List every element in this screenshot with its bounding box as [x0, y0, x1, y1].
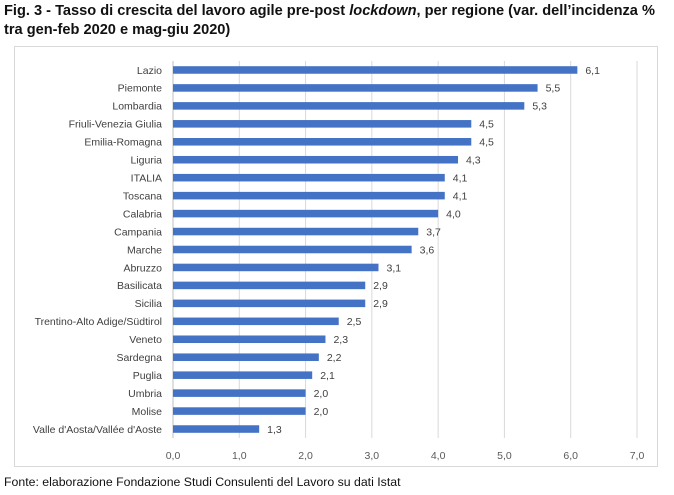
category-labels: Lazio Piemonte Lombardia Friuli-Venezia Giu…	[33, 65, 162, 436]
data-label: 1,3	[267, 424, 282, 436]
category-label: Basilicata	[117, 280, 162, 292]
data-label: 4,0	[446, 208, 461, 220]
data-label: 2,0	[314, 388, 329, 400]
category-label: Valle d'Aosta/Vallée d'Aoste	[33, 424, 162, 436]
category-label: Lazio	[137, 65, 162, 77]
data-label: 3,1	[386, 262, 401, 274]
data-label: 2,9	[373, 280, 388, 292]
data-label: 4,3	[466, 155, 481, 167]
bar	[173, 425, 260, 433]
category-label: Sicilia	[135, 298, 163, 310]
bar	[173, 407, 306, 415]
category-label: Lombardia	[112, 101, 162, 113]
x-tick-label: 3,0	[365, 450, 380, 462]
category-label: Liguria	[130, 155, 162, 167]
category-label: Piemonte	[118, 83, 163, 95]
x-tick-label: 4,0	[431, 450, 446, 462]
x-axis-tick-labels: 0,0 1,0 2,0 3,0 4,0 5,0 6,0 7,0	[166, 450, 645, 462]
category-label: Abruzzo	[123, 262, 162, 274]
data-label: 3,6	[420, 244, 435, 256]
bar	[173, 245, 412, 254]
category-label: Friuli-Venezia Giulia	[69, 119, 163, 131]
data-label: 2,5	[347, 316, 362, 328]
bar	[173, 84, 538, 92]
data-label: 2,1	[320, 370, 335, 382]
bar	[173, 353, 319, 361]
x-tick-label: 6,0	[563, 450, 578, 462]
x-tick-label: 5,0	[497, 450, 512, 462]
bar	[173, 317, 339, 326]
x-tick-label: 7,0	[630, 450, 645, 462]
category-label: ITALIA	[131, 172, 162, 184]
data-labels: 6,1 5,5 5,3 4,5 4,5 4,3 4,1 4,1 4,0 3,7 3,6 3,1 2,9 2…	[267, 65, 600, 436]
data-label: 3,7	[426, 226, 441, 238]
figure-title: Fig. 3 - Tasso di crescita del lavoro ag…	[4, 2, 670, 40]
category-label: Puglia	[133, 370, 162, 382]
bar	[173, 227, 419, 236]
bar	[173, 263, 379, 272]
data-label: 6,1	[585, 65, 600, 77]
data-label: 2,9	[373, 298, 388, 310]
category-label: Veneto	[129, 334, 162, 346]
bar	[173, 191, 445, 200]
data-label: 2,0	[314, 406, 329, 418]
data-label: 4,1	[453, 190, 468, 202]
category-label: Campania	[114, 226, 162, 238]
x-tick-label: 2,0	[298, 450, 313, 462]
category-label: Molise	[132, 406, 163, 418]
data-label: 4,5	[479, 119, 494, 131]
bar	[173, 102, 525, 110]
category-label: Marche	[127, 244, 162, 256]
data-label: 4,5	[479, 137, 494, 149]
bar	[173, 389, 306, 397]
chart-frame	[14, 46, 658, 467]
bar	[173, 155, 459, 164]
bar	[173, 371, 313, 379]
bar	[173, 209, 439, 218]
bar	[173, 173, 445, 182]
title-suffix: , per regione (var. dell’incidenza % tra…	[4, 3, 655, 38]
x-tick-label: 1,0	[232, 450, 247, 462]
category-label: Emilia-Romagna	[84, 137, 162, 149]
data-label: 5,5	[546, 83, 561, 95]
data-label: 2,2	[327, 352, 342, 364]
category-label: Calabria	[123, 208, 162, 220]
title-prefix: Fig. 3 - Tasso di crescita del lavoro ag…	[4, 3, 350, 19]
bar	[173, 299, 366, 308]
category-label: Sardegna	[116, 352, 162, 364]
bar	[173, 138, 472, 146]
x-tick-label: 0,0	[166, 450, 181, 462]
category-label: Trentino-Alto Adige/Südtirol	[35, 316, 162, 328]
data-label: 5,3	[532, 101, 547, 113]
bar	[173, 120, 472, 128]
bar	[173, 66, 578, 74]
data-label: 4,1	[453, 172, 468, 184]
category-label: Toscana	[123, 190, 162, 202]
category-label: Umbria	[128, 388, 162, 400]
bars	[173, 66, 578, 433]
source-note: Fonte: elaborazione Fondazione Studi Con…	[4, 475, 401, 489]
data-label: 2,3	[333, 334, 348, 346]
bar	[173, 335, 326, 344]
bar	[173, 281, 366, 290]
title-italic: lockdown	[349, 3, 417, 19]
